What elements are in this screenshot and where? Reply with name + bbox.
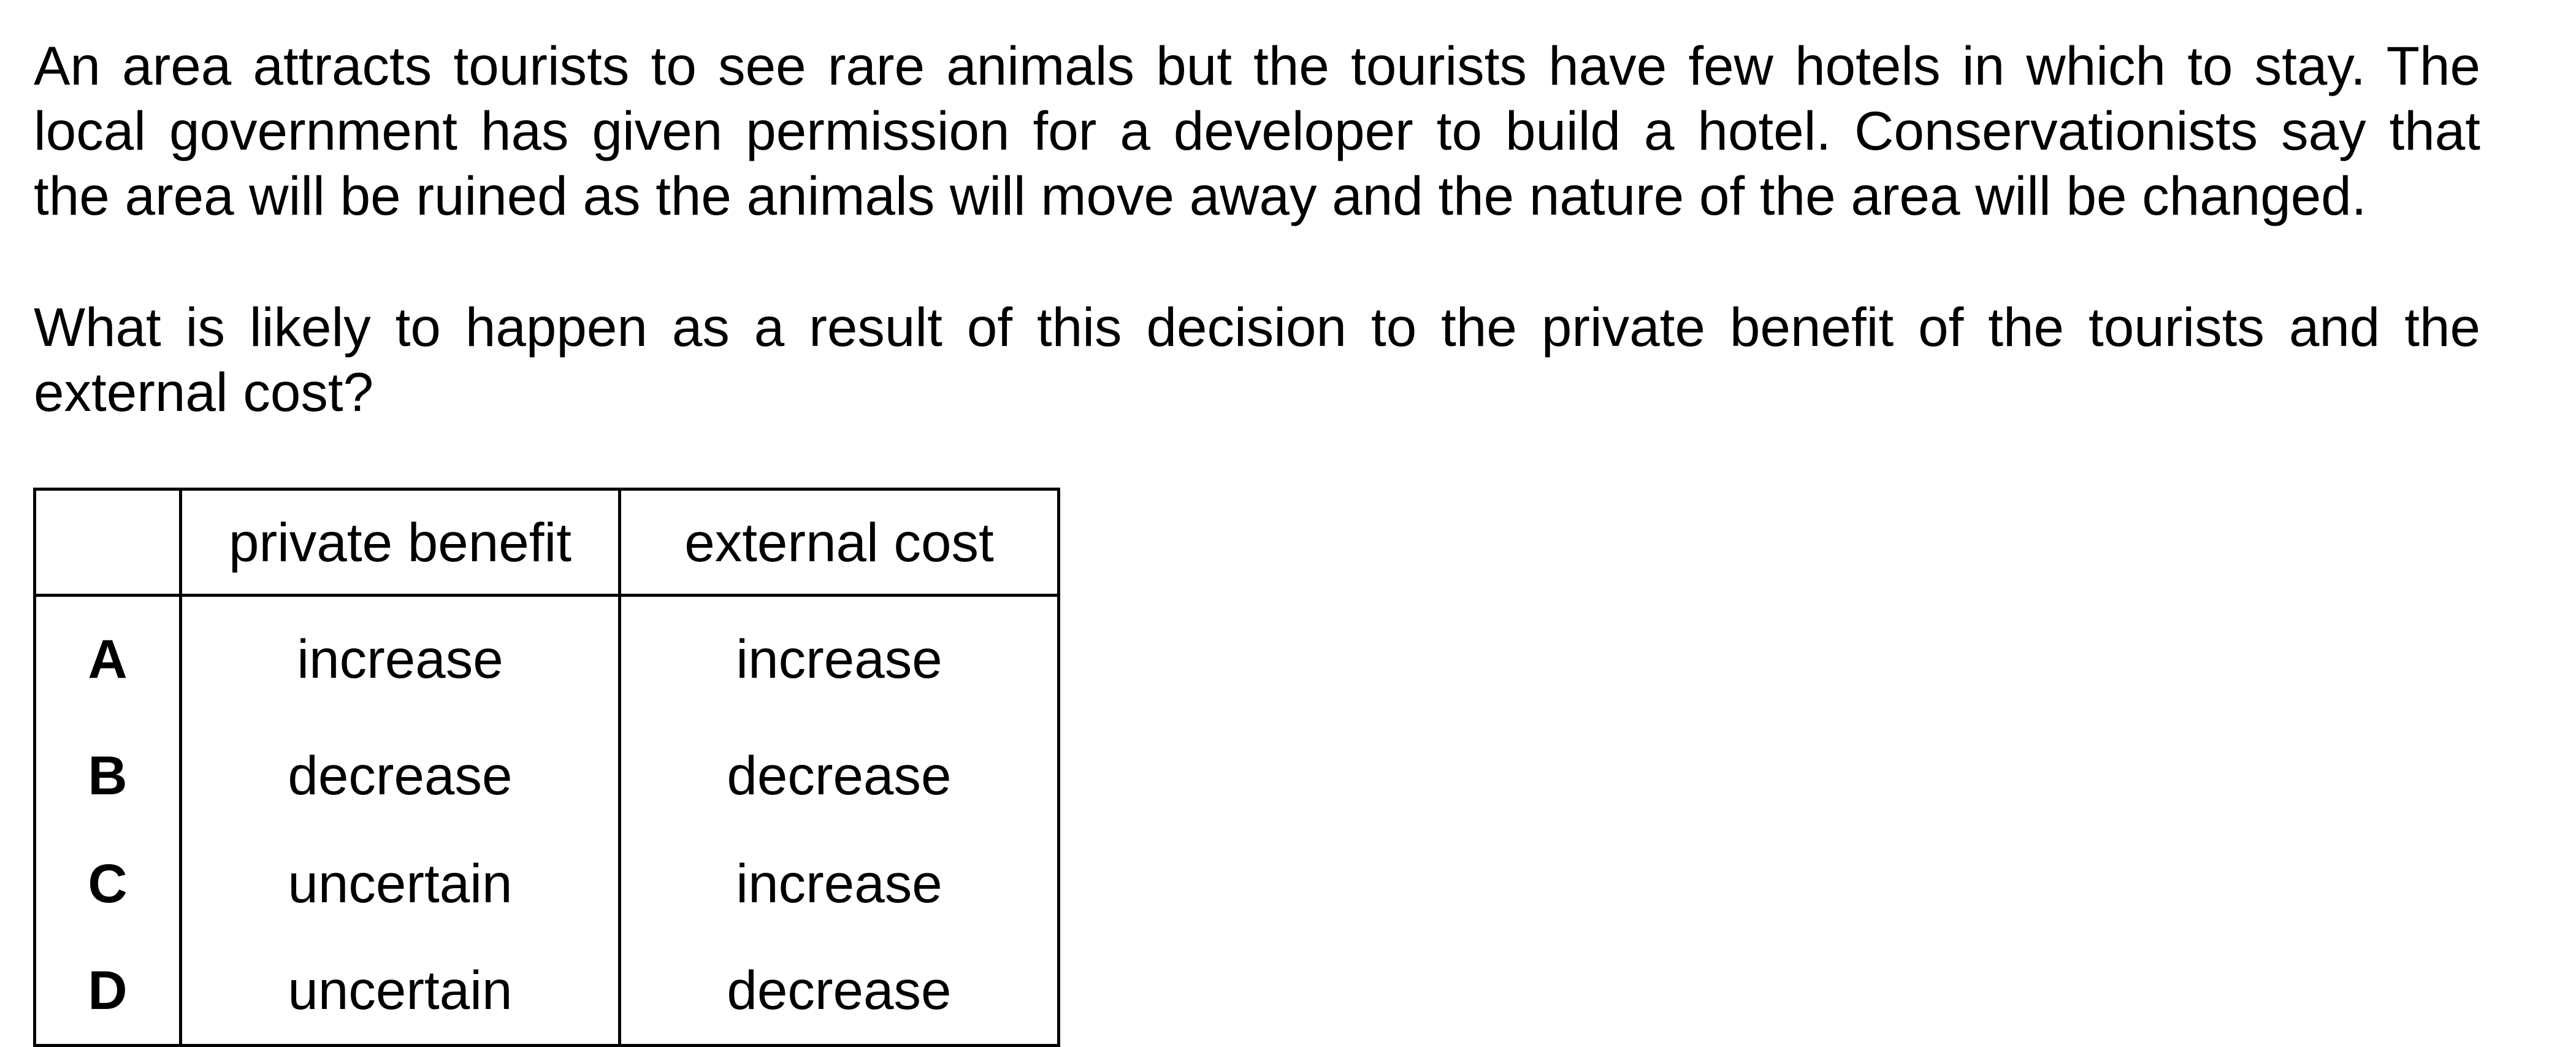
option-letter: D (33, 937, 182, 1047)
answer-options-table: private benefit external cost A increase… (33, 488, 1060, 1047)
table-row: B decrease decrease (33, 721, 1060, 829)
context-line-1: An area attracts tourists to see rare an… (34, 35, 2480, 96)
external-cost-cell: decrease (619, 721, 1060, 829)
question-prompt-paragraph: What is likely to happen as a result of … (34, 294, 2486, 424)
prompt-line-2: external cost? (34, 361, 374, 423)
prompt-line-1: What is likely to happen as a result of … (34, 296, 2480, 358)
table-header-row: private benefit external cost (33, 488, 1060, 597)
option-letter: A (33, 595, 182, 721)
question-context-paragraph: An area attracts tourists to see rare an… (34, 33, 2486, 228)
private-benefit-cell: increase (180, 595, 621, 721)
table-row: D uncertain decrease (33, 937, 1060, 1047)
table-row: A increase increase (33, 595, 1060, 721)
option-letter: C (33, 829, 182, 937)
header-external-cost: external cost (618, 488, 1060, 597)
private-benefit-cell: uncertain (180, 937, 621, 1047)
external-cost-cell: decrease (619, 937, 1060, 1047)
private-benefit-cell: uncertain (180, 829, 621, 937)
context-line-2: local government has given permission fo… (34, 100, 2480, 161)
external-cost-cell: increase (619, 595, 1060, 721)
table-row: C uncertain increase (33, 829, 1060, 937)
header-private-benefit: private benefit (179, 488, 621, 597)
context-line-3: the area will be ruined as the animals w… (34, 165, 2367, 226)
option-letter: B (33, 721, 182, 829)
header-blank-cell (33, 488, 182, 597)
external-cost-cell: increase (619, 829, 1060, 937)
private-benefit-cell: decrease (180, 721, 621, 829)
